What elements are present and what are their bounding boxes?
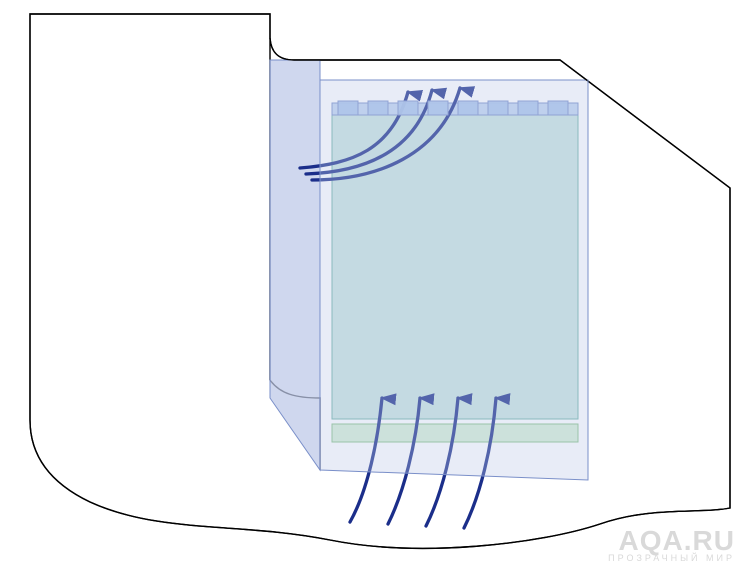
- watermark-sub: ПРОЗРАЧНЫЙ МИР: [608, 553, 735, 563]
- watermark: AQA.RU ПРОЗРАЧНЫЙ МИР: [608, 527, 735, 563]
- side-panel: [270, 60, 320, 470]
- watermark-main: AQA.RU: [608, 527, 735, 555]
- diagram-canvas: AQA.RU ПРОЗРАЧНЫЙ МИР: [0, 0, 745, 569]
- diagram-svg: [0, 0, 745, 569]
- front-glass-overlay: [320, 80, 588, 480]
